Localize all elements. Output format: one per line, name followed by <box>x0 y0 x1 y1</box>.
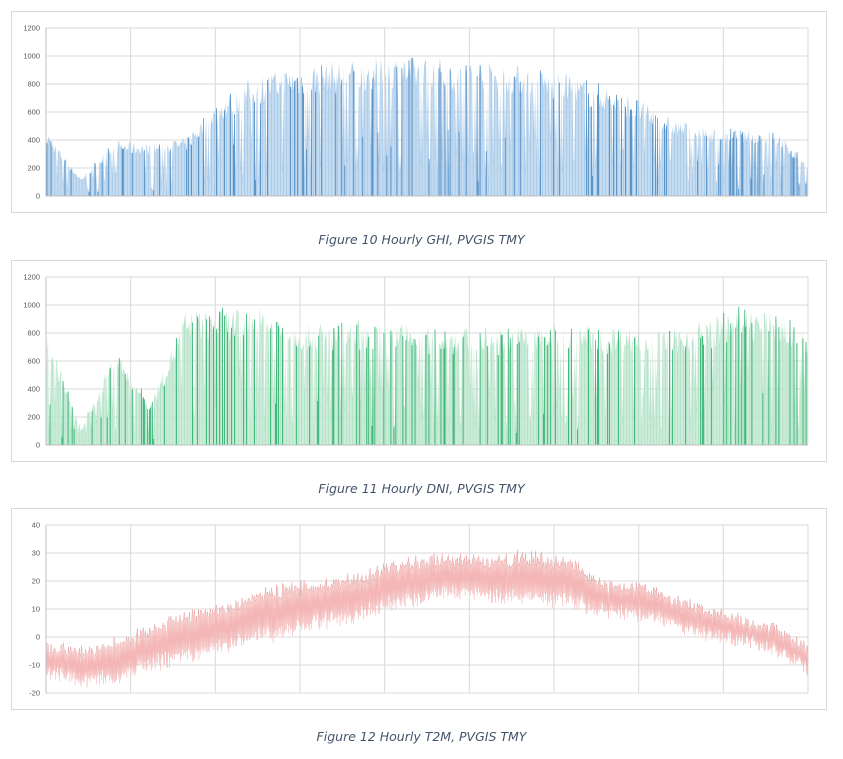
dni-chart-svg: 0 200 400 600 800 1000 1200 <box>23 273 809 450</box>
y-tick-label: 400 <box>27 385 40 394</box>
temperature-line <box>45 549 809 688</box>
y-tick-label: 20 <box>32 577 40 586</box>
y-tick-label: 800 <box>27 329 40 338</box>
dni-chart: 0 200 400 600 800 1000 1200 <box>11 260 827 462</box>
y-tick-label: 600 <box>27 357 40 366</box>
y-tick-label: 10 <box>32 605 40 614</box>
y-tick-label: 1200 <box>23 24 40 33</box>
y-tick-label: 40 <box>32 521 40 530</box>
y-tick-labels: 0 200 400 600 800 1000 1200 <box>23 24 40 201</box>
t2m-chart-svg: -20 -10 0 10 20 30 40 <box>29 521 809 698</box>
y-tick-label: 1200 <box>23 273 40 282</box>
y-tick-label: 0 <box>36 192 40 201</box>
y-tick-labels: 0 200 400 600 800 1000 1200 <box>23 273 40 450</box>
y-tick-label: 600 <box>27 108 40 117</box>
t2m-caption: Figure 12 Hourly T2M, PVGIS TMY <box>316 729 527 744</box>
y-tick-label: 0 <box>36 441 40 450</box>
y-tick-label: 400 <box>27 136 40 145</box>
y-tick-label: 200 <box>27 413 40 422</box>
y-tick-label: 800 <box>27 80 40 89</box>
t2m-chart: -20 -10 0 10 20 30 40 <box>11 508 827 710</box>
ghi-caption: Figure 10 Hourly GHI, PVGIS TMY <box>318 232 525 247</box>
y-tick-labels: -20 -10 0 10 20 30 40 <box>29 521 40 698</box>
y-tick-label: 1000 <box>23 52 40 61</box>
series-marks <box>46 56 809 197</box>
y-tick-label: 200 <box>27 164 40 173</box>
dni-caption: Figure 11 Hourly DNI, PVGIS TMY <box>318 481 525 496</box>
ghi-chart: 0 200 400 600 800 1000 1200 <box>11 11 827 213</box>
y-tick-label: -20 <box>29 689 40 698</box>
y-tick-label: 0 <box>36 633 40 642</box>
series-marks <box>46 306 809 445</box>
y-tick-label: -10 <box>29 661 40 670</box>
y-tick-label: 30 <box>32 549 40 558</box>
temperature-line-dark <box>45 551 809 659</box>
ghi-chart-svg: 0 200 400 600 800 1000 1200 <box>23 24 809 201</box>
series-marks <box>45 549 809 688</box>
y-tick-label: 1000 <box>23 301 40 310</box>
